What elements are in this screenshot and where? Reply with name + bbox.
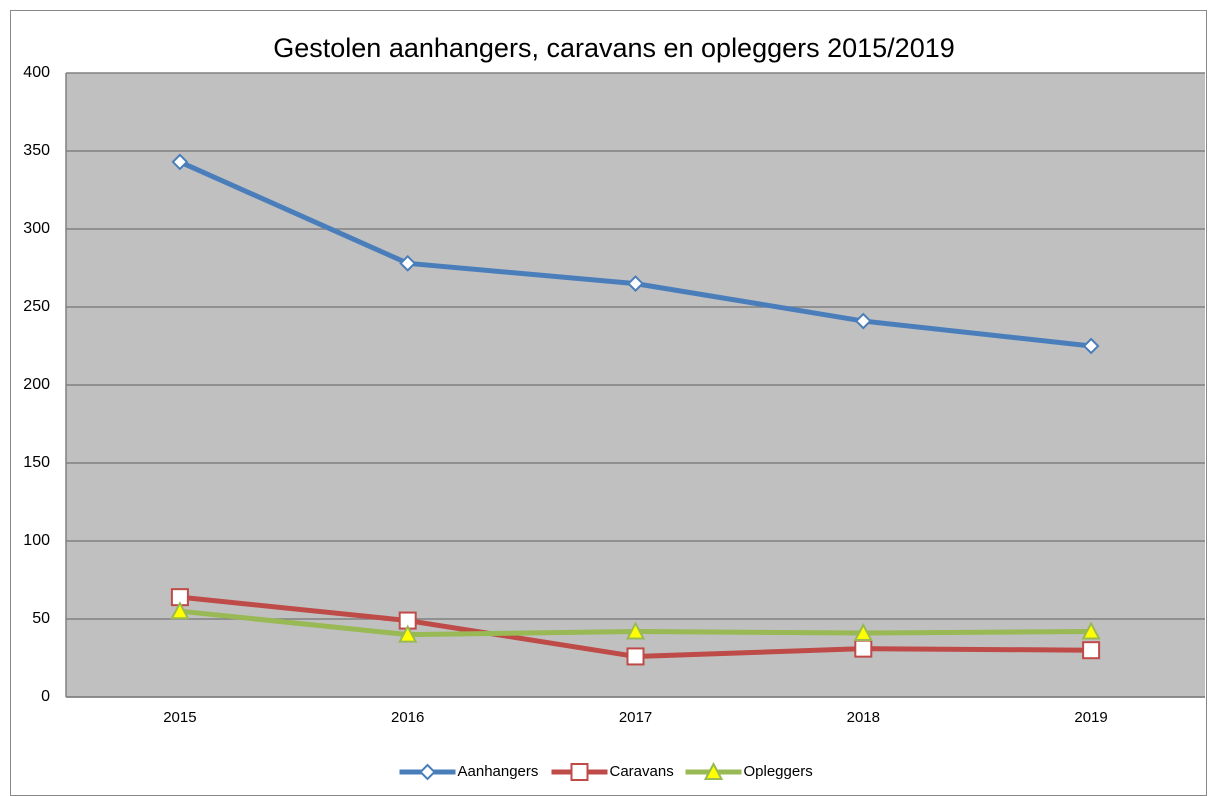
data-point [853,622,873,642]
legend-label: Opleggers [744,763,813,780]
y-tick-label: 400 [23,64,50,81]
legend-label: Aanhangers [458,763,539,780]
data-point [1082,337,1100,355]
data-point [399,254,417,272]
data-point [854,312,872,330]
data-point [1082,641,1101,660]
y-tick-label: 300 [23,220,50,237]
x-tick-label: 2017 [619,709,652,726]
y-tick-label: 200 [23,376,50,393]
data-point [627,275,644,293]
data-point [170,601,190,620]
y-tick-label: 50 [32,610,50,627]
y-tick-label: 150 [23,454,50,471]
y-tick-label: 250 [23,298,50,315]
legend-label: Caravans [610,763,674,780]
y-tick-label: 100 [23,532,50,549]
y-tick-label: 0 [41,688,50,705]
legend-marker [419,763,436,781]
y-tick-label: 350 [23,142,50,159]
data-point [171,153,189,171]
data-point [626,647,645,666]
chart-title: Gestolen aanhangers, caravans en oplegge… [273,33,955,63]
legend-marker [570,763,589,781]
data-point [1081,621,1101,640]
x-tick-label: 2015 [163,709,196,726]
legend-marker [703,761,724,780]
x-tick-label: 2019 [1074,709,1107,726]
data-point [854,639,873,658]
data-point [398,624,418,643]
data-point [625,621,646,640]
x-tick-label: 2016 [391,709,424,726]
x-tick-label: 2018 [847,709,880,726]
